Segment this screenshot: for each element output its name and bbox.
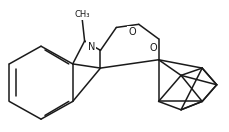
Text: O: O [128,27,135,37]
Text: O: O [149,43,156,53]
Text: CH₃: CH₃ [74,10,89,19]
Text: N: N [87,42,95,52]
